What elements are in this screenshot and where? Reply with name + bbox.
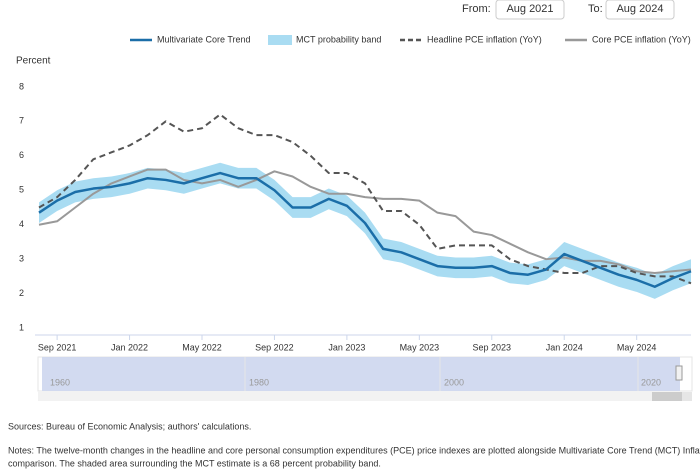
notes: comparison. The shaded area surrounding …	[8, 458, 381, 468]
legend-label: Headline PCE inflation (YoY)	[427, 34, 542, 44]
y-tick-label: 8	[19, 81, 24, 91]
y-tick-label: 2	[19, 288, 24, 298]
y-tick-label: 3	[19, 254, 24, 264]
to-value[interactable]: Aug 2024	[616, 3, 663, 15]
x-tick-label: May 2023	[400, 342, 440, 352]
x-tick-label: May 2024	[617, 342, 657, 352]
x-tick-label: May 2022	[182, 342, 222, 352]
navigator-label: 2000	[444, 377, 464, 387]
legend-label: Core PCE inflation (YoY)	[592, 34, 691, 44]
scrollbar-thumb[interactable]	[652, 392, 682, 401]
y-tick-label: 4	[19, 219, 24, 229]
series-line	[38, 113, 692, 285]
x-tick-label: Jan 2024	[546, 342, 583, 352]
navigator[interactable]: 1960 1980 2000 2020	[37, 356, 693, 401]
navigator-label: 2020	[641, 377, 661, 387]
legend-swatch	[268, 35, 292, 45]
x-tick-label: Jan 2022	[111, 342, 148, 352]
scrollbar-track[interactable]	[38, 392, 692, 401]
probability-band	[39, 162, 691, 299]
to-input[interactable]	[605, 0, 675, 20]
x-tick-label: Jan 2023	[328, 342, 365, 352]
navigator-label: 1960	[50, 377, 70, 387]
notes: Notes: The twelve-month changes in the h…	[8, 445, 700, 455]
legend-label: MCT probability band	[296, 34, 381, 44]
x-tick-label: Sep 2023	[473, 342, 512, 352]
y-tick-label: 5	[19, 185, 24, 195]
from-value[interactable]: Aug 2021	[506, 3, 553, 15]
legend-label: Multivariate Core Trend	[157, 34, 251, 44]
x-tick-label: Sep 2021	[38, 342, 77, 352]
scrollbar-button[interactable]	[682, 392, 692, 401]
navigator-selection[interactable]	[42, 357, 680, 391]
sources: Sources: Bureau of Economic Analysis; au…	[8, 421, 251, 431]
y-tick-label: 7	[19, 116, 24, 126]
to-label: To:	[588, 3, 603, 15]
y-tick-label: 6	[19, 150, 24, 160]
series-line	[38, 171, 692, 289]
from-label: From:	[462, 3, 491, 15]
navigator-label: 1980	[249, 377, 269, 387]
navigator-handle[interactable]	[675, 365, 683, 381]
from-input[interactable]	[495, 0, 565, 20]
y-tick-label: 1	[19, 322, 24, 332]
x-tick-label: Sep 2022	[255, 342, 294, 352]
y-axis-label: Percent	[16, 56, 51, 67]
